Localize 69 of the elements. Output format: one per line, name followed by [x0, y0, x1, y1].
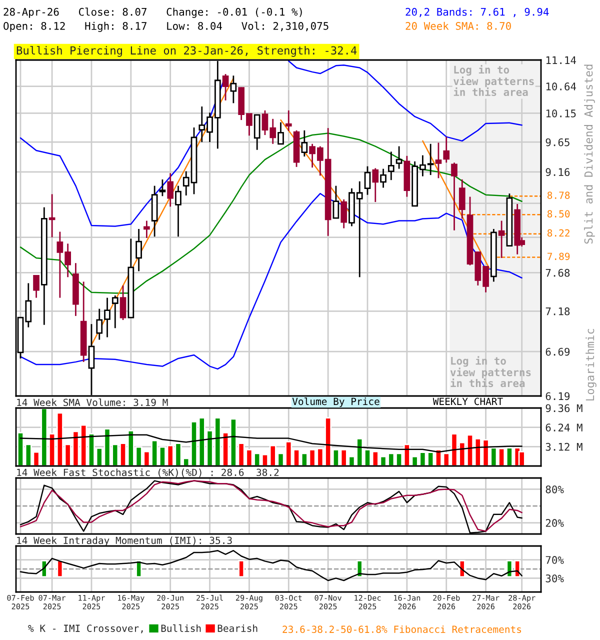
- candlestick: [175, 185, 182, 238]
- text: Volume By Price: [292, 398, 380, 407]
- y-tick-label: 20%: [546, 519, 564, 527]
- legend-label: Bearish: [218, 624, 258, 632]
- candlestick: [278, 122, 284, 145]
- series-label: 8.22: [547, 229, 570, 237]
- chart-title: 14 Week Intraday Momentum (IMI): 35.3: [17, 536, 232, 546]
- y-tick-label: 9.36 M: [546, 404, 582, 412]
- y-tick-label: 10.15: [546, 109, 576, 118]
- line-series: [20, 434, 522, 453]
- y-tick-label: 11.14: [546, 56, 576, 64]
- y-tick-label: 7.18: [546, 307, 570, 316]
- chart-title: 14 Week SMA Volume: 3.19 M: [17, 398, 168, 406]
- candlestick: [332, 185, 340, 219]
- candlestick: [364, 166, 371, 196]
- candlestick: [144, 220, 150, 239]
- y-tick-label: 6.19: [546, 392, 570, 400]
- candlestick: [435, 142, 442, 179]
- y-tick-label: 9.65: [546, 138, 570, 146]
- candlestick: [451, 162, 458, 232]
- candlestick: [222, 73, 229, 102]
- y-tick-label: 10.64: [546, 82, 576, 90]
- y-axis-title: Split and Dividend Adjusted: [584, 64, 595, 244]
- candlestick: [48, 193, 56, 238]
- annotation: Log in to view patterns in this area: [450, 356, 531, 388]
- bar: [518, 450, 526, 466]
- y-tick-label: 7.68: [546, 268, 570, 277]
- candlestick: [380, 168, 386, 188]
- candlestick: [443, 136, 450, 164]
- y-tick-label: 6.69: [546, 348, 570, 356]
- candlestick: [498, 220, 505, 259]
- candlestick: [254, 114, 260, 151]
- candlestick: [458, 178, 466, 220]
- candlestick: [285, 110, 292, 132]
- y-tick-label: 30%: [546, 574, 564, 582]
- text: Open: 8.12 High: 8.17 Low: 8.04 Vol: 2,310,075: [4, 22, 328, 32]
- candlestick: [112, 294, 118, 329]
- chart-title: 14 Week Fast Stochastic (%K)(%D) : 28.6 38.2: [17, 468, 279, 478]
- y-tick-label: 9.16: [546, 168, 570, 176]
- candlestick: [388, 150, 394, 181]
- candlestick: [372, 167, 379, 203]
- line-series: [20, 132, 522, 294]
- candlestick: [340, 198, 348, 229]
- candlestick: [167, 172, 174, 208]
- candlestick: [136, 228, 142, 272]
- candlestick: [301, 130, 308, 158]
- text: 28-Apr-26 Close: 8.07 Change: -0.01 (-0.1 %): [4, 8, 302, 18]
- text: 20,2 Bands: 7.61 , 9.94: [406, 8, 549, 18]
- series-label: 8.50: [547, 210, 570, 218]
- candlestick: [396, 146, 402, 170]
- band-label: Log in to view patterns in this area: [454, 65, 534, 96]
- chart-title: Bullish Piercing Line on 23-Jan-26, Strength: -32.4: [16, 46, 357, 57]
- text: 23.6-38.2-50-61.8% Fibonacci Retracements: [282, 625, 522, 633]
- y-tick-label: 70%: [546, 556, 564, 564]
- series-label: 7.89: [548, 252, 570, 260]
- legend-title: % K - IMI Crossover,: [28, 624, 143, 634]
- candlestick: [33, 274, 40, 298]
- candlestick: [120, 284, 126, 321]
- text: Logarithmic: [586, 328, 596, 400]
- line-series: [20, 550, 522, 582]
- text: 20 Week SMA: 8.70: [406, 22, 511, 30]
- candlestick: [159, 178, 166, 197]
- y-tick-label: 80%: [546, 485, 564, 494]
- series-label: 8.78: [547, 192, 570, 199]
- y-tick-label: 6.24 M: [546, 424, 582, 432]
- legend-label: Bullish: [161, 624, 201, 632]
- y-tick-label: 3.12 M: [546, 442, 582, 451]
- text: WEEKLY CHART: [432, 398, 503, 406]
- candlestick: [230, 74, 237, 104]
